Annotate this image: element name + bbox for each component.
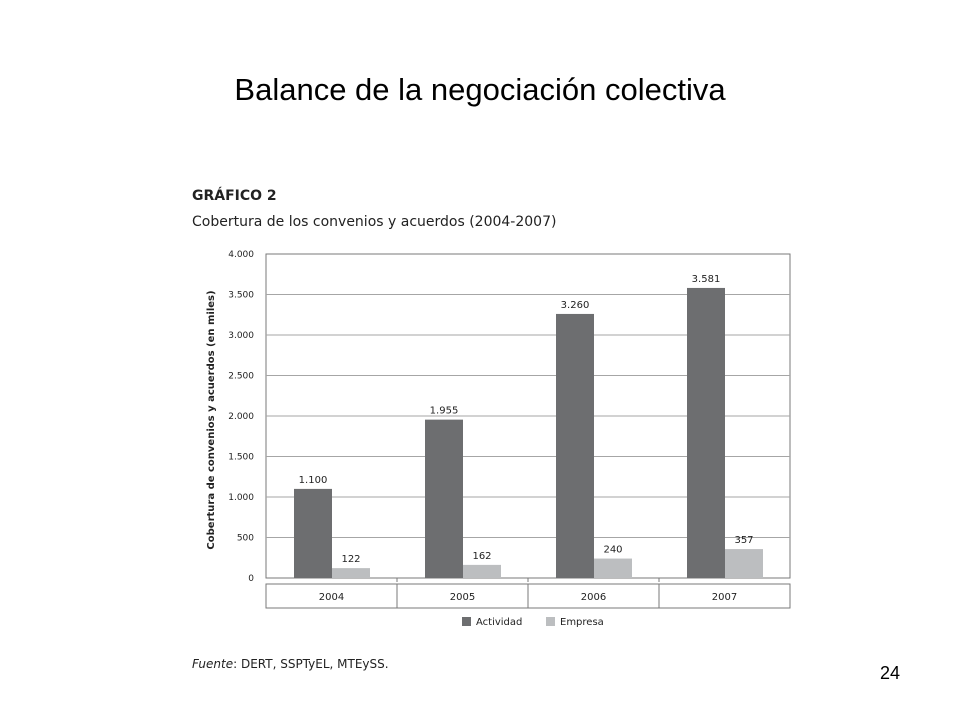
- page-number: 24: [879, 663, 900, 683]
- data-label: 162: [472, 551, 491, 562]
- y-tick-label: 0: [248, 574, 254, 584]
- y-tick-label: 4.000: [228, 250, 254, 260]
- data-label: 122: [341, 554, 360, 565]
- bar-actividad: [687, 287, 725, 578]
- y-tick-label: 1.500: [228, 453, 254, 463]
- bar-empresa: [332, 568, 370, 578]
- data-label: 1.955: [430, 406, 459, 417]
- source-text: : DERT, SSPTyEL, MTEySS.: [233, 657, 389, 671]
- data-label: 357: [734, 535, 753, 546]
- x-tick-label: 2005: [450, 592, 475, 603]
- bar-actividad: [294, 488, 332, 578]
- data-label: 240: [603, 545, 622, 556]
- y-tick-label: 2.500: [228, 372, 254, 382]
- figure-label: GRÁFICO 2: [192, 188, 277, 204]
- y-tick-label: 3.500: [228, 291, 254, 301]
- figure-caption: Cobertura de los convenios y acuerdos (2…: [192, 214, 557, 230]
- y-tick-label: 3.000: [228, 331, 254, 341]
- data-label: 3.581: [692, 274, 721, 285]
- bar-actividad: [556, 313, 594, 578]
- legend-label: Empresa: [560, 617, 604, 628]
- slide-title: Balance de la negociación colectiva: [234, 72, 726, 107]
- x-tick-label: 2004: [319, 592, 344, 603]
- bar-empresa: [463, 564, 501, 578]
- legend-label: Actividad: [476, 617, 522, 628]
- y-tick-label: 2.000: [228, 412, 254, 422]
- bar-empresa: [594, 558, 632, 578]
- bar-empresa: [725, 549, 763, 578]
- y-tick-label: 1.000: [228, 493, 254, 503]
- legend-swatch-actividad: [462, 617, 471, 626]
- data-label: 3.260: [561, 300, 590, 311]
- source-prefix: Fuente: [192, 657, 234, 671]
- y-tick-label: 500: [237, 534, 254, 544]
- x-tick-label: 2007: [712, 592, 737, 603]
- data-label: 1.100: [299, 475, 328, 486]
- y-axis-label: Cobertura de convenios y acuerdos (en mi…: [206, 290, 217, 549]
- bar-actividad: [425, 419, 463, 578]
- figure-source: Fuente: DERT, SSPTyEL, MTEySS.: [192, 657, 389, 671]
- legend-swatch-empresa: [546, 617, 555, 626]
- x-tick-label: 2006: [581, 592, 606, 603]
